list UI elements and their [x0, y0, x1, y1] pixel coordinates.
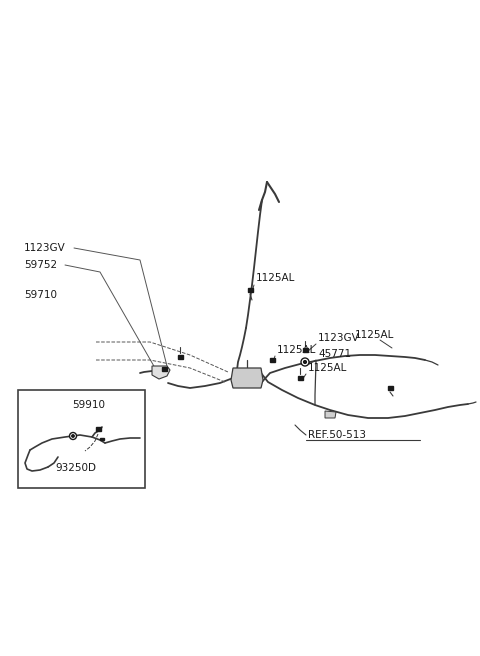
- Text: 93250D: 93250D: [55, 463, 96, 473]
- Bar: [248, 288, 252, 292]
- Bar: [100, 438, 104, 440]
- Text: 1123GV: 1123GV: [318, 333, 360, 343]
- Bar: [178, 356, 182, 359]
- Bar: [96, 427, 100, 431]
- Text: 1125AL: 1125AL: [308, 363, 348, 373]
- Polygon shape: [325, 411, 336, 418]
- Circle shape: [70, 432, 76, 440]
- Text: REF.50-513: REF.50-513: [308, 430, 366, 440]
- Polygon shape: [231, 368, 263, 388]
- Text: 1125AL: 1125AL: [256, 273, 295, 283]
- Circle shape: [301, 358, 309, 366]
- Text: 1125AL: 1125AL: [355, 330, 395, 340]
- Bar: [302, 348, 308, 352]
- Bar: [298, 377, 302, 380]
- Bar: [387, 386, 393, 390]
- Text: 59910: 59910: [72, 400, 105, 410]
- Text: 59752: 59752: [24, 260, 57, 270]
- Text: 1123GV: 1123GV: [24, 243, 66, 253]
- Bar: [269, 358, 275, 361]
- Bar: [161, 367, 167, 371]
- Text: 59710: 59710: [24, 290, 57, 300]
- Circle shape: [304, 361, 306, 363]
- Circle shape: [72, 435, 74, 438]
- Bar: [18, 390, 145, 488]
- Polygon shape: [152, 366, 170, 379]
- Text: 45771: 45771: [318, 349, 351, 359]
- Text: 1125AL: 1125AL: [277, 345, 316, 355]
